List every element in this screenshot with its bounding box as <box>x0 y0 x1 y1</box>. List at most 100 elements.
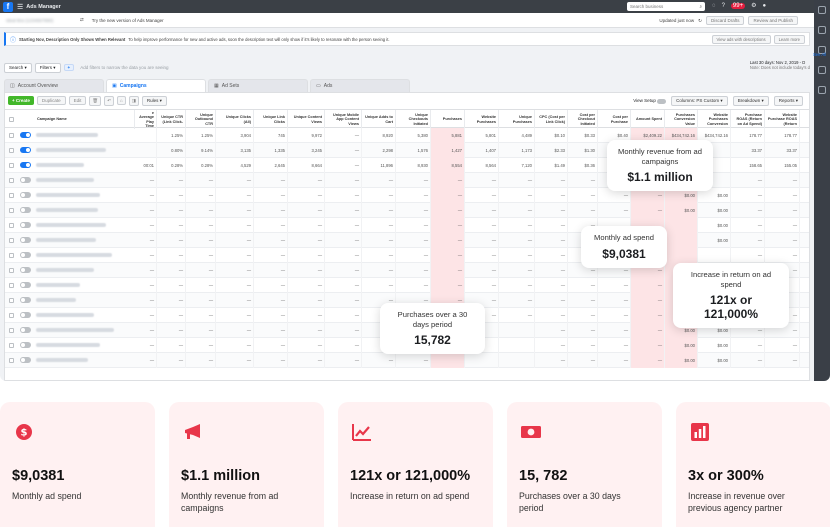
view-setup-toggle[interactable]: View Setup <box>633 98 667 104</box>
column-header[interactable]: Unique Outbound CTR <box>186 110 216 129</box>
campaign-name-redacted[interactable] <box>36 343 100 347</box>
column-header[interactable]: Website Purchases Conversion <box>698 110 731 129</box>
table-row[interactable]: ————————————————$0.00$0.00——— <box>5 188 809 203</box>
rules-dropdown[interactable]: Rules ▾ <box>141 95 167 106</box>
select-all-checkbox[interactable] <box>9 117 14 122</box>
tab-ad-sets[interactable]: ▦ Ad Sets <box>208 79 308 92</box>
row-checkbox[interactable] <box>9 163 14 168</box>
row-checkbox[interactable] <box>9 238 14 243</box>
campaign-name-redacted[interactable] <box>36 328 114 332</box>
column-header[interactable]: Purchase ROAS (Return on Ad Spend) <box>731 110 765 129</box>
campaign-status-toggle[interactable] <box>20 147 31 153</box>
column-header[interactable]: Frequency <box>800 110 809 129</box>
row-checkbox[interactable] <box>9 268 14 273</box>
campaign-name-redacted[interactable] <box>36 193 100 197</box>
column-header[interactable]: Amount Spent <box>631 110 665 129</box>
account-selector[interactable]: Ideal Bra (1234567890) <box>6 17 54 23</box>
campaign-name-redacted[interactable] <box>36 133 98 137</box>
search-dropdown[interactable]: Search ▾ <box>4 62 32 73</box>
add-filter-button[interactable]: + <box>63 64 75 71</box>
rail-edit-icon[interactable] <box>818 26 826 34</box>
table-row[interactable]: ——————————————$0.00——— <box>5 233 809 248</box>
column-header[interactable]: Campaign Name <box>35 110 135 129</box>
columns-dropdown[interactable]: Columns: PS Custom ▾ <box>671 96 728 106</box>
table-row[interactable]: 1.25% 1.25% 3,904 745 9,972—8,920 5,380 5,881 5… <box>5 128 809 143</box>
learn-more-button[interactable]: Learn more <box>773 35 805 44</box>
campaign-name-redacted[interactable] <box>36 238 96 242</box>
campaign-status-toggle[interactable] <box>20 237 31 243</box>
row-checkbox[interactable] <box>9 358 14 363</box>
filter-hint[interactable]: Add filters to narrow the data you are s… <box>80 65 169 70</box>
discard-drafts-button[interactable]: Discard Drafts <box>705 16 745 25</box>
campaign-status-toggle[interactable] <box>20 162 31 168</box>
rail-clock-icon[interactable] <box>818 66 826 74</box>
column-header[interactable]: Unique Purchases <box>499 110 535 129</box>
table-row[interactable]: —————————————$0.00$0.00——— <box>5 353 809 368</box>
tab-account-overview[interactable]: ◫ Account Overview <box>4 79 104 92</box>
account-avatar[interactable]: ● <box>762 2 767 9</box>
campaign-status-toggle[interactable] <box>20 177 31 183</box>
campaign-name-redacted[interactable] <box>36 283 80 287</box>
row-checkbox[interactable] <box>9 283 14 288</box>
create-button[interactable]: + Create <box>8 96 34 105</box>
campaign-status-toggle[interactable] <box>20 267 31 273</box>
tag-icon[interactable]: ⌂ <box>116 96 126 105</box>
campaign-name-redacted[interactable] <box>36 358 88 362</box>
filters-dropdown[interactable]: Filters ▾ <box>34 62 61 73</box>
column-header[interactable]: Unique Adds to Cart <box>362 110 396 129</box>
column-header[interactable]: e Average Play Time <box>135 110 157 129</box>
campaign-name-redacted[interactable] <box>36 298 76 302</box>
undo-icon[interactable]: ↶ <box>104 95 114 106</box>
view-ads-descriptions-button[interactable]: View ads with descriptions <box>711 35 771 44</box>
column-header[interactable]: Unique Clicks (All) <box>216 110 254 129</box>
bell-icon[interactable]: ◌ <box>712 2 716 9</box>
campaign-name-redacted[interactable] <box>36 163 84 167</box>
campaign-name-redacted[interactable] <box>36 253 112 257</box>
row-checkbox[interactable] <box>9 328 14 333</box>
row-checkbox[interactable] <box>9 148 14 153</box>
duplicate-button[interactable]: Duplicate <box>36 96 66 105</box>
column-header[interactable]: Website Purchase ROAS (Return <box>765 110 800 129</box>
column-header[interactable]: Cost per Purchase <box>598 110 631 129</box>
table-row[interactable]: ————————————————$0.00$0.00——— <box>5 203 809 218</box>
reports-dropdown[interactable]: Reports ▾ <box>773 96 803 106</box>
campaign-name-redacted[interactable] <box>36 223 106 227</box>
help-icon[interactable]: ? <box>721 2 725 9</box>
review-publish-button[interactable]: Review and Publish <box>748 16 798 25</box>
campaign-name-redacted[interactable] <box>36 148 106 152</box>
delete-icon[interactable]: 🗑 <box>89 95 102 106</box>
tab-campaigns[interactable]: ▣ Campaigns <box>106 79 206 92</box>
campaign-status-toggle[interactable] <box>20 207 31 213</box>
column-header[interactable]: Unique Checkouts Initiated <box>396 110 431 129</box>
campaign-status-toggle[interactable] <box>20 312 31 318</box>
see-all-link[interactable]: See All <box>812 52 826 57</box>
rail-chart-icon[interactable] <box>818 46 826 54</box>
table-row[interactable]: ——————————————$0.00——— <box>5 218 809 233</box>
row-checkbox[interactable] <box>9 208 14 213</box>
column-header[interactable]: Unique Mobile App Content Views <box>325 110 362 129</box>
row-checkbox[interactable] <box>9 178 14 183</box>
campaign-status-toggle[interactable] <box>20 342 31 348</box>
row-checkbox[interactable] <box>9 133 14 138</box>
campaign-name-redacted[interactable] <box>36 208 98 212</box>
row-checkbox[interactable] <box>9 343 14 348</box>
facebook-logo-icon[interactable]: f <box>3 1 13 12</box>
row-checkbox[interactable] <box>9 253 14 258</box>
rail-home-icon[interactable] <box>818 6 826 14</box>
campaign-status-toggle[interactable] <box>20 357 31 363</box>
campaign-status-toggle[interactable] <box>20 327 31 333</box>
table-row[interactable]: ————————————————— <box>5 248 809 263</box>
column-header[interactable]: Unique CTR (Link Click- <box>157 110 186 129</box>
column-header[interactable]: CPC (Cost per Link Click) <box>535 110 568 129</box>
campaign-name-redacted[interactable] <box>36 268 94 272</box>
date-range-picker[interactable]: Last 30 days: Nov 2, 2019 - D Note: Does… <box>750 60 810 70</box>
breakdown-dropdown[interactable]: Breakdown ▾ <box>732 96 769 106</box>
settings-icon[interactable]: ⚙ <box>751 3 757 9</box>
campaign-name-redacted[interactable] <box>36 178 94 182</box>
view-setup-switch[interactable] <box>657 98 667 104</box>
campaign-status-toggle[interactable] <box>20 297 31 303</box>
campaign-status-toggle[interactable] <box>20 222 31 228</box>
campaign-status-toggle[interactable] <box>20 252 31 258</box>
campaign-status-toggle[interactable] <box>20 282 31 288</box>
column-header[interactable]: Unique Link Clicks <box>254 110 288 129</box>
